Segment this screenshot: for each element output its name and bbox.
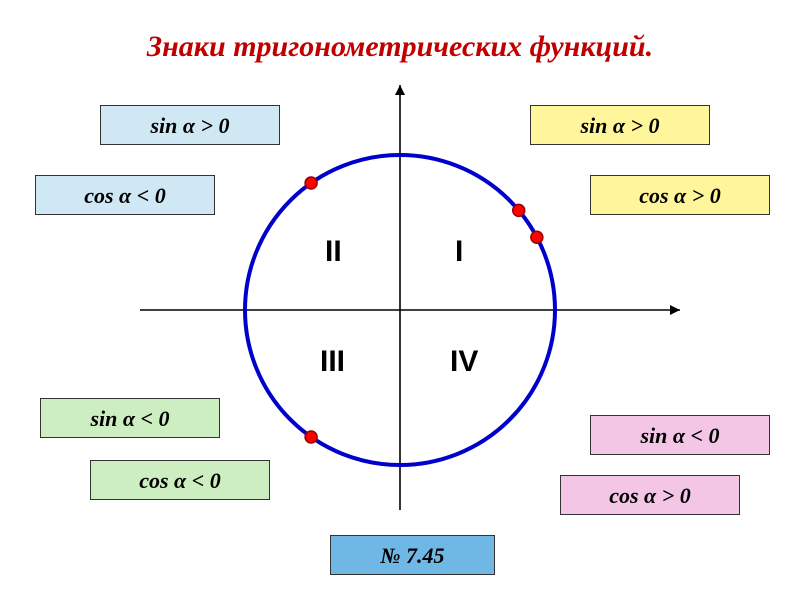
q4-cos-box: cos α > 0	[560, 475, 740, 515]
q4-sin-box: sin α < 0	[590, 415, 770, 455]
quadrant-2-label: II	[325, 235, 342, 269]
q2-sin-box: sin α > 0	[100, 105, 280, 145]
q2-cos-box: cos α < 0	[35, 175, 215, 215]
quadrant-3-label: III	[320, 345, 345, 379]
q3-cos-box: cos α < 0	[90, 460, 270, 500]
reference-box: № 7.45	[330, 535, 495, 575]
quadrant-1-label: I	[455, 235, 463, 269]
q1-sin-box: sin α > 0	[530, 105, 710, 145]
diagram-stage: { "title": { "text": "Знаки тригонометри…	[0, 0, 800, 600]
q3-sin-box: sin α < 0	[40, 398, 220, 438]
q1-cos-box: cos α > 0	[590, 175, 770, 215]
quadrant-4-label: IV	[450, 345, 478, 379]
